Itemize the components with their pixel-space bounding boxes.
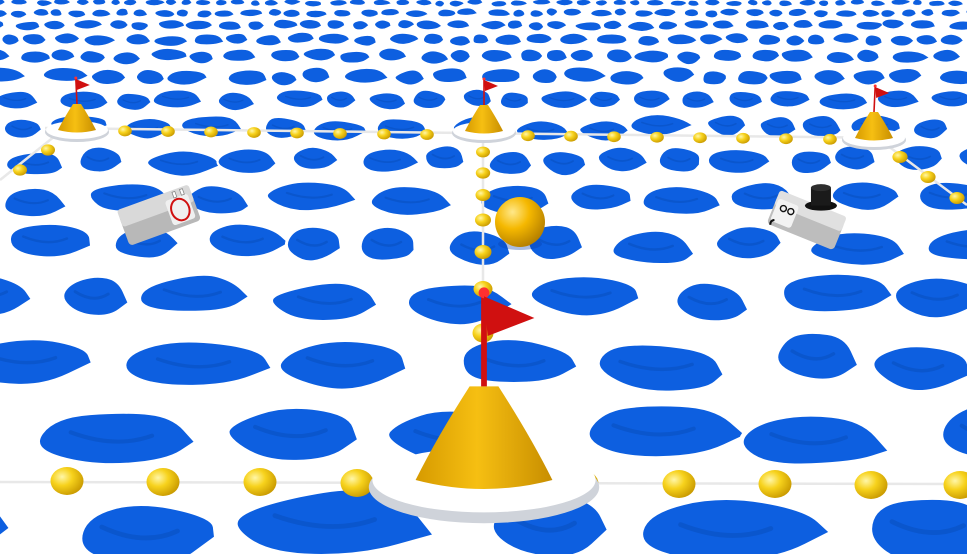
flag-pole: [873, 85, 876, 113]
rope-float: [736, 132, 750, 144]
flag-pole-tip: [873, 84, 877, 88]
buoy-cone: [58, 104, 96, 133]
rope-float: [377, 128, 391, 140]
boat-eye: [178, 188, 185, 196]
rope-float: [475, 189, 491, 201]
red-flag-icon: [484, 80, 498, 91]
rope-float: [247, 127, 261, 138]
rope-float: [854, 471, 888, 499]
rope-float: [146, 468, 180, 496]
flag-pole-tip: [478, 287, 490, 299]
rope-float: [693, 132, 707, 144]
rope-float: [662, 470, 696, 498]
rope-float: [943, 471, 967, 499]
ball-body: [495, 197, 545, 247]
rope-float: [161, 126, 175, 137]
rope-back-left-diag: [0, 131, 61, 181]
hat-top: [810, 184, 831, 192]
rope-float: [475, 213, 491, 227]
rope-float: [779, 133, 793, 145]
rope-float: [41, 144, 55, 156]
rope-float: [920, 171, 936, 183]
rope-float: [521, 130, 535, 142]
rope-float: [892, 151, 908, 163]
ball[interactable]: [495, 197, 545, 250]
rope-float: [607, 131, 621, 143]
boats: [117, 184, 846, 250]
rope-float: [118, 125, 132, 137]
rope-float: [758, 470, 792, 498]
rope-float: [650, 131, 664, 143]
buoy-front-center: [368, 287, 600, 524]
flag-pole-tip: [482, 77, 486, 81]
top-hat-icon: [804, 184, 837, 211]
boat-hull-top: [775, 190, 846, 231]
rope-float: [243, 468, 277, 496]
rope-float: [333, 128, 347, 139]
red-flag-icon: [75, 79, 90, 90]
buoy-back-center: [452, 77, 516, 143]
rope-float: [475, 167, 491, 179]
boat-front: [770, 199, 799, 228]
buoy-back-right: [842, 84, 906, 150]
hat-crown: [810, 187, 831, 206]
rope-float: [204, 126, 218, 138]
buoys: [45, 76, 906, 524]
rope-float: [13, 164, 27, 176]
boat-mouth-marking: [170, 197, 191, 222]
boat-eye: [171, 190, 178, 199]
buoy-cone: [465, 105, 503, 134]
boat-right: [767, 184, 846, 250]
red-flag-icon: [875, 87, 890, 98]
rope-float: [823, 133, 837, 145]
rope-float: [290, 127, 304, 139]
rope-float: [949, 192, 965, 204]
boat-mouth-marking: [769, 219, 775, 225]
buoy-back-left: [45, 76, 109, 142]
flag-pole: [75, 77, 78, 105]
boat-eye: [787, 207, 795, 216]
buoy-cone: [415, 386, 553, 489]
boat-eye: [779, 204, 788, 213]
flag-pole-tip: [74, 76, 78, 80]
boat-left: [117, 185, 201, 245]
red-flag-icon: [484, 296, 535, 336]
rope-float: [476, 146, 490, 158]
rope-float: [50, 467, 84, 495]
buoy-cone: [855, 112, 893, 141]
rope-float: [564, 130, 578, 142]
rope-float: [420, 129, 434, 140]
rope-float: [474, 245, 492, 259]
rope-float: [340, 469, 374, 497]
